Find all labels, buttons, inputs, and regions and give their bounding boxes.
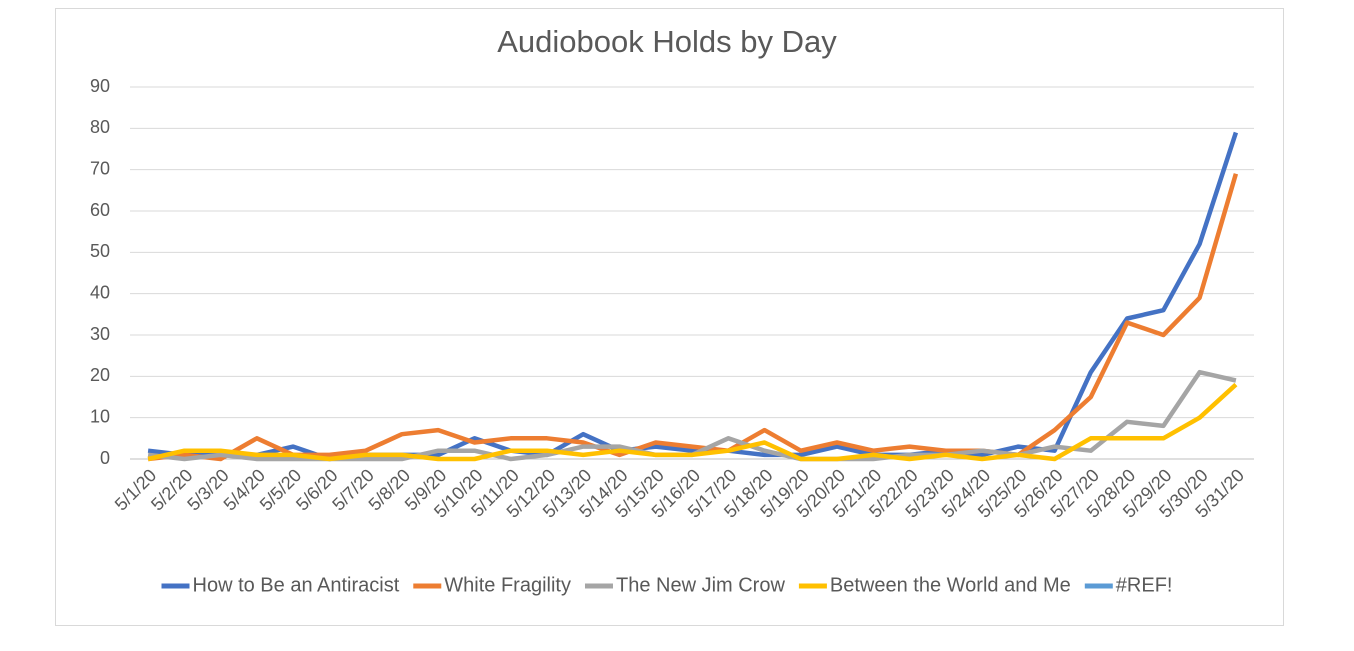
legend-label: Between the World and Me — [830, 574, 1071, 596]
legend-label: How to Be an Antiracist — [193, 574, 400, 596]
legend: How to Be an Antiracist White Fragility Th… — [161, 574, 1173, 596]
y-tick-label: 20 — [90, 365, 110, 385]
y-tick-label: 10 — [90, 406, 110, 426]
chart-frame — [55, 8, 1284, 626]
legend-label: #REF! — [1116, 574, 1173, 596]
y-tick-label: 40 — [90, 282, 110, 302]
y-tick-label: 50 — [90, 241, 110, 261]
y-tick-label: 90 — [90, 76, 110, 96]
chart-title: Audiobook Holds by Day — [497, 24, 837, 59]
series-line — [147, 382, 1238, 462]
legend-label: The New Jim Crow — [616, 574, 785, 596]
y-tick-label: 30 — [90, 324, 110, 344]
series-line — [147, 173, 1239, 462]
y-tick-label: 60 — [90, 200, 110, 220]
y-tick-label: 70 — [90, 158, 110, 178]
y-tick-label: 0 — [100, 448, 110, 468]
legend-label: White Fragility — [444, 574, 571, 596]
y-tick-label: 80 — [90, 117, 110, 137]
